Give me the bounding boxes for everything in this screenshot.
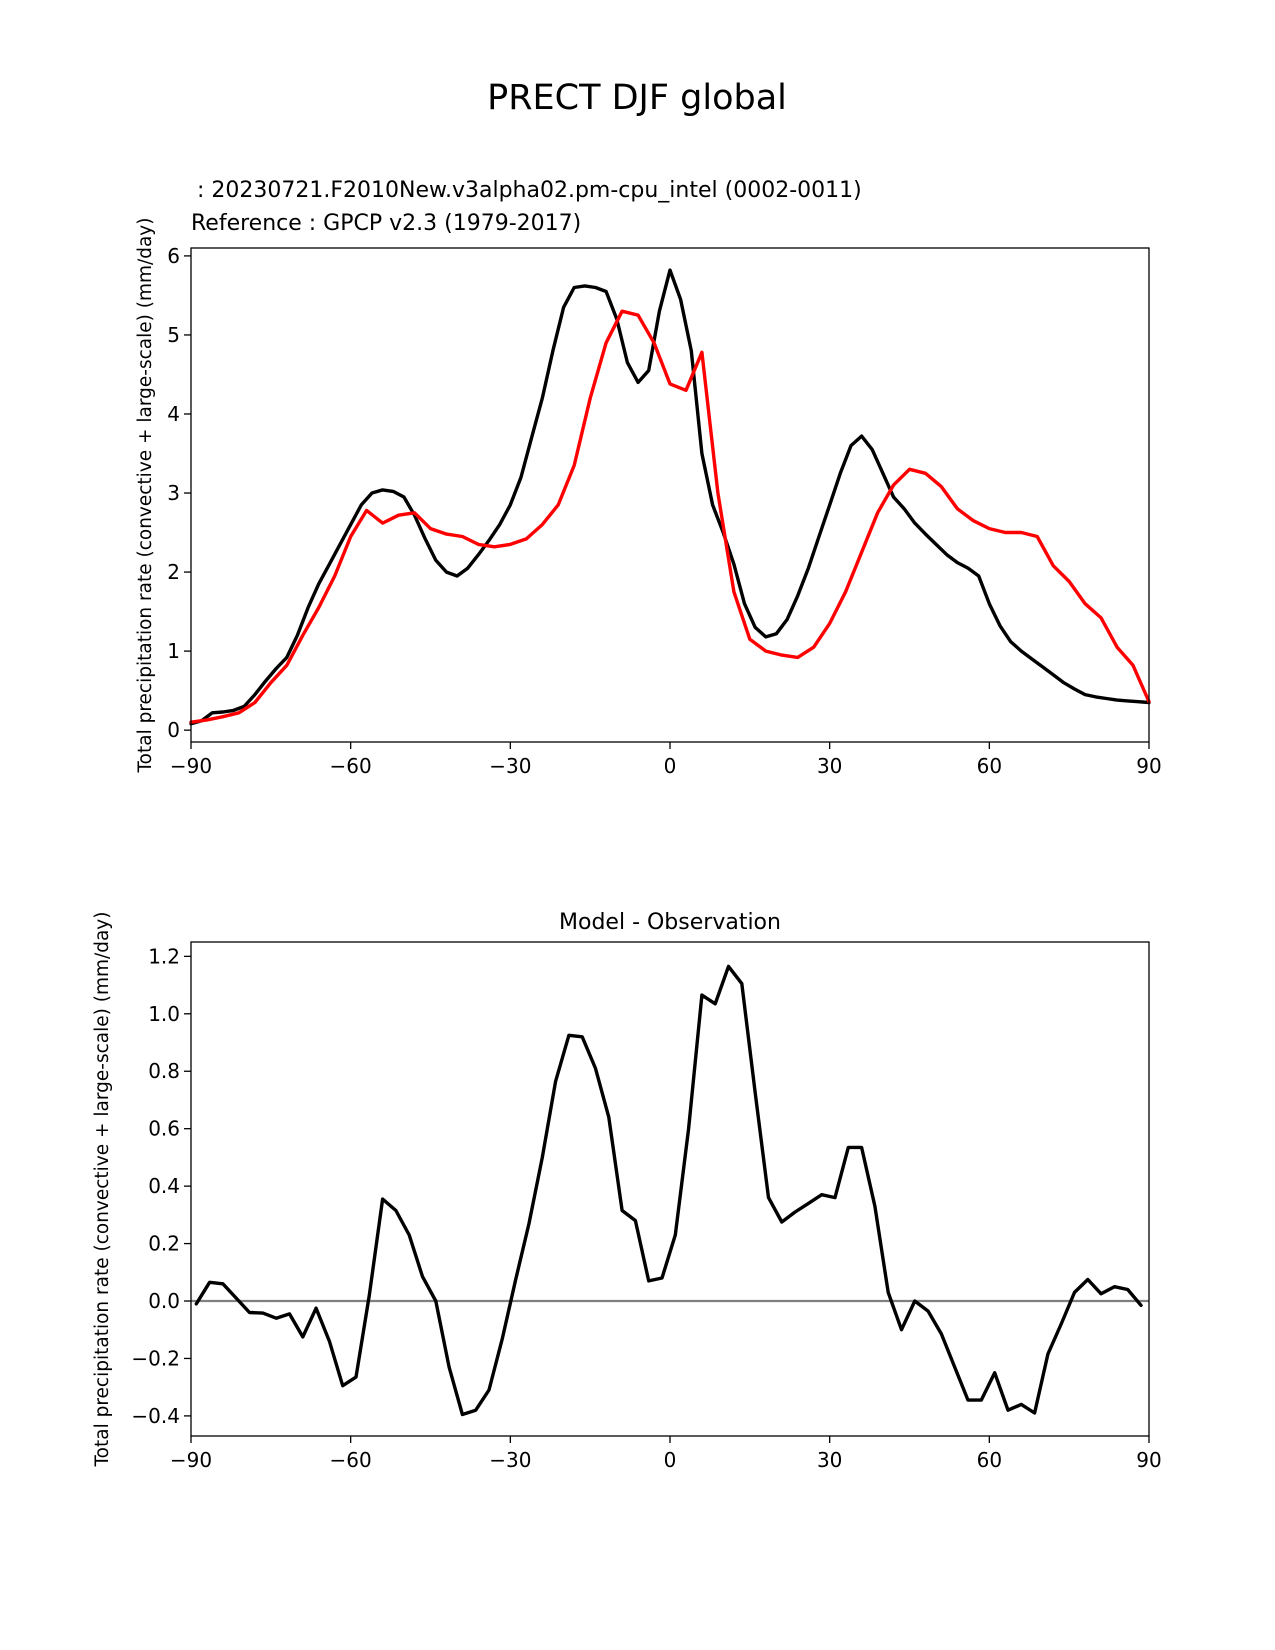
y-tick-label: 0.6 [148,1117,180,1141]
y-tick-label: 2 [167,560,180,584]
series-line-test [189,268,1151,726]
x-tick-label: −60 [330,1448,372,1472]
y-tick-label: 0.4 [148,1174,180,1198]
y-axis-label: Total precipitation rate (convective + l… [92,912,113,1468]
difference-panel-plot: Model - Observation −90 −60 −30 0 30 60 90 −0.4 −… [92,910,1162,1472]
y-tick-label: 0 [167,718,180,742]
y-tick-label: 6 [167,244,180,268]
x-tick-label: 30 [817,1448,842,1472]
x-tick-label: 0 [664,754,677,778]
axes-frame [190,247,1150,743]
y-tick-label: 0.8 [148,1059,180,1083]
series-line-reference [189,309,1151,724]
y-axis-label: Total precipitation rate (convective + l… [135,218,156,774]
y-tick-label: −0.2 [131,1346,180,1370]
page-title: PRECT DJF global [487,78,787,118]
y-tick-label: 0.2 [148,1232,180,1256]
y-tick-label: −0.4 [131,1404,180,1428]
y-tick-label: 4 [167,402,180,426]
y-tick-label: 0.0 [148,1289,180,1313]
reference-label: Reference : GPCP v2.3 (1979-2017) [191,211,581,236]
y-tick-label: 3 [167,481,180,505]
x-tick-label: −30 [489,754,531,778]
x-tick-label: 30 [817,754,842,778]
series-line-difference [194,964,1143,1417]
y-tick-label: 5 [167,323,180,347]
y-tick-label: 1.2 [148,944,180,968]
y-tick-label: 1 [167,639,180,663]
y-tick-label: 1.0 [148,1002,180,1026]
x-tick-label: 0 [664,1448,677,1472]
x-tick-label: 60 [977,754,1002,778]
x-tick-label: −90 [170,754,212,778]
x-tick-label: −90 [170,1448,212,1472]
x-tick-label: 60 [977,1448,1002,1472]
x-tick-label: 90 [1136,754,1161,778]
test-run-label: : 20230721.F2010New.v3alpha02.pm-cpu_int… [197,178,862,203]
top-panel-plot: : 20230721.F2010New.v3alpha02.pm-cpu_int… [135,178,1162,778]
x-tick-label: −30 [489,1448,531,1472]
difference-title: Model - Observation [559,910,781,935]
x-tick-label: 90 [1136,1448,1161,1472]
x-tick-label: −60 [330,754,372,778]
